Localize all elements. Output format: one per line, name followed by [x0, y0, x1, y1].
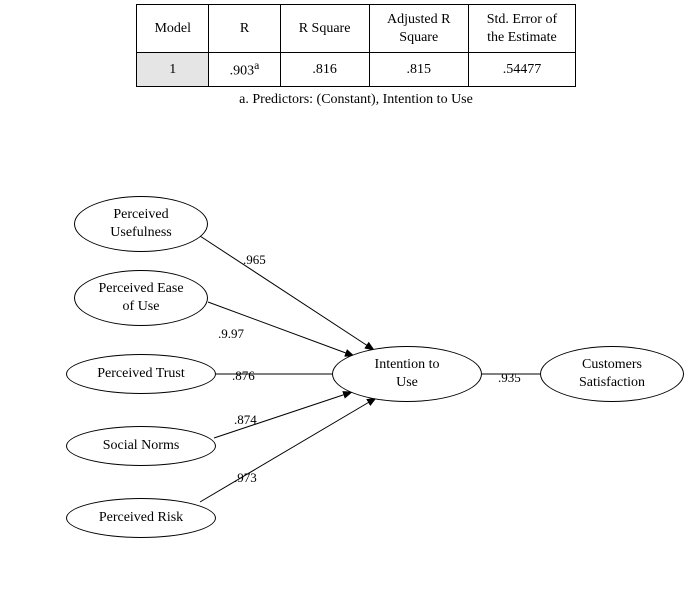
col-adj-r-square: Adjusted RSquare — [369, 5, 468, 53]
cell-r: .903a — [209, 53, 280, 87]
edge-label-trust: .876 — [232, 368, 255, 384]
table-header-row: Model R R Square Adjusted RSquare Std. E… — [137, 5, 576, 53]
edge-label-satisfaction: .935 — [498, 370, 521, 386]
node-perceived-ease-of-use: Perceived Easeof Use — [74, 270, 208, 326]
r-superscript: a — [254, 59, 259, 72]
page-root: Model R R Square Adjusted RSquare Std. E… — [0, 0, 697, 606]
table-caption: a. Predictors: (Constant), Intention to … — [136, 92, 576, 108]
edge-label-usefulness: .965 — [243, 252, 266, 268]
edge-label-risk: .973 — [234, 470, 257, 486]
cell-std-error: .54477 — [468, 53, 575, 87]
col-r-square: R Square — [280, 5, 369, 53]
edge-label-ease: .9.97 — [218, 326, 244, 342]
col-std-error: Std. Error ofthe Estimate — [468, 5, 575, 53]
node-perceived-trust: Perceived Trust — [66, 354, 216, 394]
cell-adj-r-square: .815 — [369, 53, 468, 87]
edge-risk-intention — [200, 398, 376, 502]
cell-r-square: .816 — [280, 53, 369, 87]
cell-model: 1 — [137, 53, 209, 87]
path-diagram: PerceivedUsefulness Perceived Easeof Use… — [0, 180, 697, 600]
model-summary-table: Model R R Square Adjusted RSquare Std. E… — [136, 4, 576, 87]
edge-label-social: .874 — [234, 412, 257, 428]
node-perceived-usefulness: PerceivedUsefulness — [74, 196, 208, 252]
r-value: .903 — [230, 64, 255, 79]
node-social-norms: Social Norms — [66, 426, 216, 466]
node-perceived-risk: Perceived Risk — [66, 498, 216, 538]
table-row: 1 .903a .816 .815 .54477 — [137, 53, 576, 87]
node-customers-satisfaction: CustomersSatisfaction — [540, 346, 684, 402]
col-r: R — [209, 5, 280, 53]
col-model: Model — [137, 5, 209, 53]
node-intention-to-use: Intention toUse — [332, 346, 482, 402]
